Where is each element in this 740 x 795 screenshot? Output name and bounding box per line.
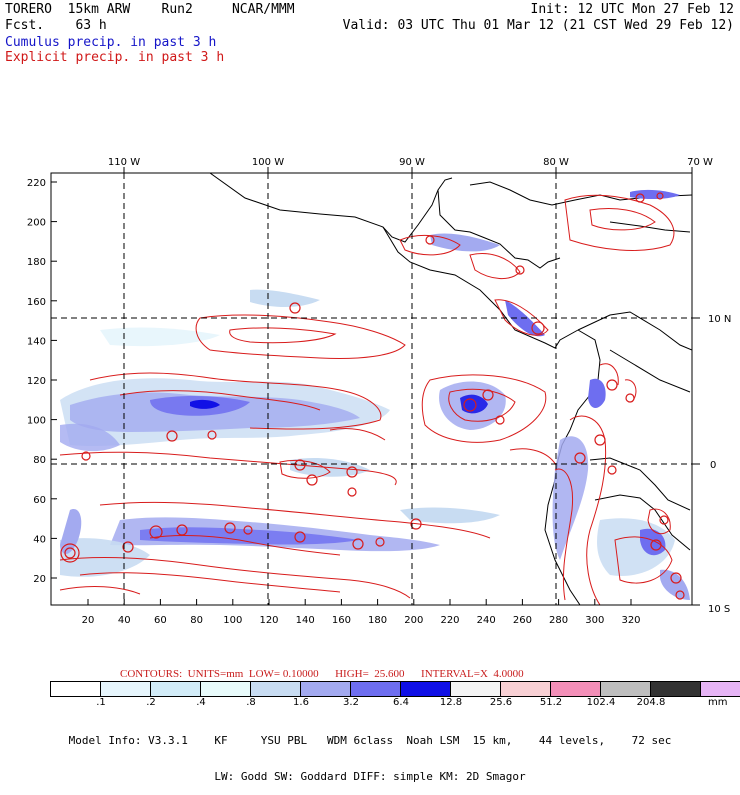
- x-tick-label: 300: [585, 615, 604, 626]
- colorbar: [50, 681, 740, 697]
- x-tick-label: 20: [82, 615, 95, 626]
- colorbar-unit: mm: [708, 697, 728, 708]
- explicit-precip-contours: [59, 194, 675, 605]
- model-info: Model Info: V3.3.1 KF YSU PBL WDM 6class…: [0, 711, 740, 795]
- model-info-line2: LW: Godd SW: Goddard DIFF: simple KM: 2D…: [214, 770, 526, 783]
- colorbar-tick-label: 25.6: [489, 697, 513, 708]
- colorbar-swatch: [51, 682, 101, 696]
- bottom-axis: 20 40 60 80 100 120 140 160 180 200 220 240 260 280 30…: [82, 599, 641, 626]
- colorbar-tick-label: 1.6: [293, 697, 309, 708]
- y-tick-label: 100: [27, 416, 46, 427]
- y-tick-label: 160: [27, 297, 46, 308]
- left-axis: 220 200 180 160 140 120 100 80 60 40 20: [27, 178, 57, 585]
- colorbar-tick-label: .4: [196, 697, 206, 708]
- map-frame: [50, 172, 693, 606]
- right-lat-labels: 10 N 0 10 S: [708, 314, 731, 615]
- forecast-hour: Fcst. 63 h: [5, 18, 107, 33]
- contours-info: CONTOURS: UNITS=mm LOW= 0.10000 HIGH= 25…: [120, 668, 524, 680]
- x-tick-label: 80: [190, 615, 203, 626]
- lon-label: 100 W: [252, 157, 284, 168]
- x-tick-label: 220: [440, 615, 459, 626]
- y-tick-label: 140: [27, 336, 46, 347]
- colorbar-swatch: [351, 682, 401, 696]
- right-ticks: [123, 167, 700, 606]
- y-tick-label: 220: [27, 178, 46, 189]
- y-tick-label: 60: [33, 495, 46, 506]
- model-info-line1: Model Info: V3.3.1 KF YSU PBL WDM 6class…: [68, 734, 672, 747]
- top-lon-labels: 110 W 100 W 90 W 80 W 70 W: [108, 157, 713, 168]
- lon-label: 110 W: [108, 157, 140, 168]
- colorbar-swatch: [401, 682, 451, 696]
- colorbar-swatch: [501, 682, 551, 696]
- colorbar-tick-label: 51.2: [539, 697, 563, 708]
- y-tick-label: 80: [33, 455, 46, 466]
- x-tick-label: 120: [259, 615, 278, 626]
- colorbar-tick-label: 102.4: [586, 697, 616, 708]
- colorbar-swatch: [251, 682, 301, 696]
- colorbar-tick-label: .1: [96, 697, 106, 708]
- lon-label: 90 W: [399, 157, 425, 168]
- cumulus-precip-label: Cumulus precip. in past 3 h: [5, 35, 217, 50]
- y-tick-label: 120: [27, 376, 46, 387]
- x-tick-label: 180: [368, 615, 387, 626]
- colorbar-tick-label: .8: [246, 697, 256, 708]
- cumulus-precip-areas: [60, 189, 690, 600]
- precip-map: 220 200 180 160 140 120 100 80 60 40 20 20 40 60 80 10…: [27, 157, 731, 626]
- y-tick-label: 40: [33, 534, 46, 545]
- valid-time: Valid: 03 UTC Thu 01 Mar 12 (21 CST Wed …: [342, 18, 734, 33]
- x-tick-label: 140: [296, 615, 315, 626]
- colorbar-tick-label: 204.8: [636, 697, 666, 708]
- colorbar-swatch: [551, 682, 601, 696]
- colorbar-swatch: [451, 682, 501, 696]
- lat-label: 10 S: [708, 604, 730, 615]
- init-time: Init: 12 UTC Mon 27 Feb 12: [530, 2, 735, 17]
- colorbar-tick-label: 3.2: [343, 697, 359, 708]
- lat-label: 0: [710, 460, 716, 471]
- colorbar-swatch: [701, 682, 740, 696]
- x-tick-label: 40: [118, 615, 131, 626]
- y-tick-label: 20: [33, 574, 46, 585]
- y-tick-label: 180: [27, 257, 46, 268]
- x-tick-label: 240: [477, 615, 496, 626]
- x-tick-label: 280: [549, 615, 568, 626]
- colorbar-swatch: [601, 682, 651, 696]
- x-tick-label: 60: [154, 615, 167, 626]
- colorbar-tick-label: .2: [146, 697, 156, 708]
- lon-label: 70 W: [687, 157, 713, 168]
- x-tick-label: 160: [332, 615, 351, 626]
- explicit-precip-label: Explicit precip. in past 3 h: [5, 50, 225, 65]
- lat-label: 10 N: [708, 314, 731, 325]
- y-tick-label: 200: [27, 218, 46, 229]
- colorbar-swatch: [101, 682, 151, 696]
- lon-label: 80 W: [543, 157, 569, 168]
- colorbar-tick-label: 6.4: [393, 697, 409, 708]
- x-tick-label: 320: [621, 615, 640, 626]
- heavy-precip-cells: [60, 192, 685, 600]
- model-title: TORERO 15km ARW Run2 NCAR/MMM: [5, 2, 295, 17]
- x-tick-label: 100: [223, 615, 242, 626]
- colorbar-swatch: [151, 682, 201, 696]
- colorbar-swatch: [651, 682, 701, 696]
- x-tick-label: 200: [404, 615, 423, 626]
- colorbar-swatch: [201, 682, 251, 696]
- lat-lon-grid: [51, 173, 692, 605]
- colorbar-swatch: [301, 682, 351, 696]
- x-tick-label: 260: [513, 615, 532, 626]
- colorbar-tick-label: 12.8: [439, 697, 463, 708]
